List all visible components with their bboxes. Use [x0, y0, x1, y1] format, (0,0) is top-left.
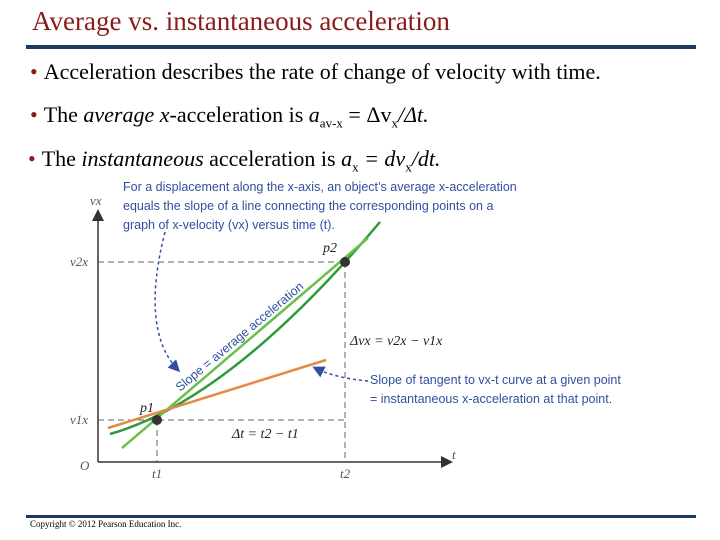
- page-title: Average vs. instantaneous acceleration: [32, 6, 450, 36]
- delta-v-label: Δvx = v2x − v1x: [349, 334, 443, 349]
- p2-label: p2: [322, 241, 337, 256]
- figure-caption-line-1: For a displacement along the x-axis, an …: [123, 180, 517, 194]
- t2-label: t2: [340, 466, 351, 481]
- origin-label: O: [80, 458, 90, 473]
- copyright-text: Copyright © 2012 Pearson Education Inc.: [30, 519, 182, 529]
- bullet-text: Acceleration describes the rate of chang…: [43, 59, 601, 84]
- tangent-caption-line-1: Slope of tangent to vx-t curve at a give…: [370, 373, 621, 387]
- y-axis-label: vx: [90, 193, 102, 208]
- tangent-arrow-icon: [312, 366, 369, 382]
- figure-caption-line-3: graph of x-velocity (vx) versus time (t)…: [123, 218, 335, 232]
- figure-caption-line-2: equals the slope of a line connecting th…: [123, 199, 493, 213]
- caption-arrow-icon: [154, 231, 181, 373]
- delta-t-label: Δt = t2 − t1: [231, 427, 299, 442]
- point-p2: [340, 257, 350, 267]
- bullet-instantaneous-acceleration: • The instantaneous acceleration is ax = …: [28, 146, 441, 175]
- point-p1: [152, 415, 162, 425]
- p1-label: p1: [139, 401, 154, 416]
- bullet-acceleration-definition: • Acceleration describes the rate of chan…: [30, 59, 601, 85]
- title-divider: [26, 45, 696, 49]
- bullet-average-acceleration: • The average x-acceleration is aav-x = Δ…: [30, 102, 429, 131]
- slope-label: Slope = average acceleration: [173, 279, 306, 394]
- x-axis-label: t: [452, 447, 456, 462]
- bullet-dot: •: [30, 59, 38, 84]
- t1-label: t1: [152, 466, 162, 481]
- v2x-label: v2x: [70, 254, 88, 269]
- tangent-caption-line-2: = instantaneous x-acceleration at that p…: [370, 392, 612, 406]
- tangent-line: [107, 358, 327, 430]
- v1x-label: v1x: [70, 412, 88, 427]
- footer-divider: [26, 515, 696, 518]
- average-slope-line: [121, 237, 369, 449]
- velocity-curve: [109, 221, 381, 436]
- bullet-dot: •: [28, 146, 36, 171]
- bullet-dot: •: [30, 102, 38, 127]
